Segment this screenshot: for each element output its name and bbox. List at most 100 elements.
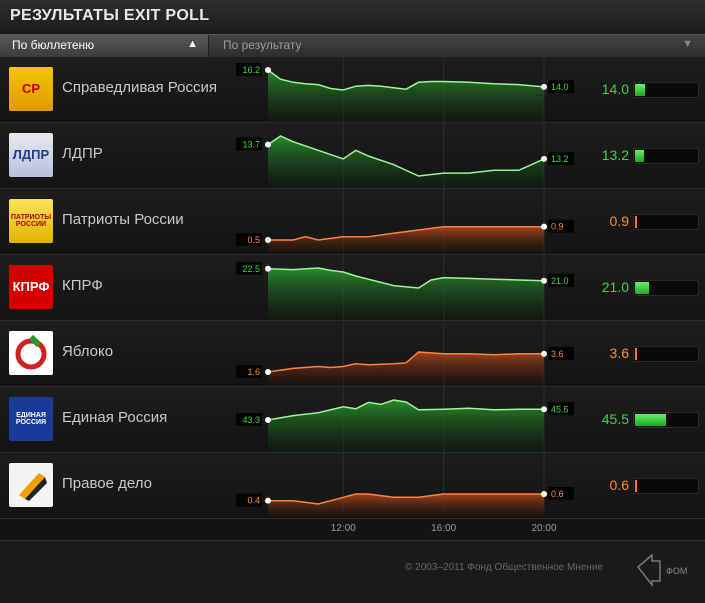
start-label: 43.3 xyxy=(242,415,260,425)
series-start-point xyxy=(265,141,271,148)
party-name: КПРФ xyxy=(62,277,103,294)
sort-by-result-button[interactable]: По результату ▼ xyxy=(209,35,705,57)
sort-up-arrow-icon: ▲ xyxy=(187,38,198,50)
start-label: 16.2 xyxy=(242,65,260,75)
end-label-box xyxy=(548,151,574,165)
start-label-box xyxy=(236,137,262,151)
x-tick-label: 20:00 xyxy=(531,523,556,534)
party-name: Патриоты России xyxy=(62,211,184,228)
series-area xyxy=(268,136,544,187)
party-name: Яблоко xyxy=(62,343,114,360)
copyright-text: © 2003–2011 Фонд Общественное Мнение xyxy=(405,562,604,573)
party-logo-text: ПАТРИОТЫ РОССИИ xyxy=(10,213,52,228)
party-share-bar xyxy=(633,148,699,164)
start-label: 1.6 xyxy=(247,367,260,377)
party-share-fill xyxy=(635,282,649,294)
series-line xyxy=(267,135,545,177)
end-label: 21.0 xyxy=(551,276,569,286)
footer: © 2003–2011 Фонд Общественное Мнение ФОМ xyxy=(0,540,705,603)
party-share-fill xyxy=(635,480,637,492)
party-share-bar xyxy=(633,412,699,428)
party-logo-text: ЛДПР xyxy=(12,147,50,163)
end-label-box xyxy=(548,402,574,416)
party-share-fill xyxy=(635,348,637,360)
header: РЕЗУЛЬТАТЫ EXIT POLL xyxy=(0,0,705,34)
start-label-box xyxy=(236,63,262,76)
party-name: Справедливая Россия xyxy=(62,79,217,96)
party-value: 0.9 xyxy=(609,213,629,229)
end-label: 0.9 xyxy=(551,222,564,232)
fom-logo-text: ФОМ xyxy=(666,566,687,576)
party-share-bar xyxy=(633,346,699,362)
series-line xyxy=(267,351,544,373)
series-end-point xyxy=(541,277,547,284)
series-line xyxy=(268,493,544,505)
party-share-bar xyxy=(633,82,699,98)
end-label-box xyxy=(548,79,574,93)
series-end-point xyxy=(541,350,547,357)
series-start-point xyxy=(265,497,271,504)
start-label-box xyxy=(236,261,262,275)
yabloko-logo xyxy=(9,331,53,375)
end-label-box xyxy=(548,487,574,500)
series-start-point xyxy=(265,265,271,272)
end-label: 0.6 xyxy=(551,489,564,499)
sr-logo: СР xyxy=(9,67,53,111)
start-label: 22.5 xyxy=(242,264,260,274)
x-tick-label: 12:00 xyxy=(331,523,356,534)
party-value: 21.0 xyxy=(601,279,629,295)
page-title: РЕЗУЛЬТАТЫ EXIT POLL xyxy=(10,7,210,24)
fom-logo-icon: ФОМ xyxy=(636,553,687,588)
party-name: Правое дело xyxy=(62,475,152,492)
series-end-point xyxy=(541,223,547,230)
series-area xyxy=(268,400,544,451)
end-label: 3.6 xyxy=(551,349,564,359)
party-share-bar xyxy=(633,280,699,296)
series-area xyxy=(268,226,544,253)
party-value: 0.6 xyxy=(609,477,629,493)
party-value: 3.6 xyxy=(609,345,629,361)
sort-by-ballot-button[interactable]: По бюллетеню ▲ xyxy=(0,35,209,57)
pravoe-delo-logo xyxy=(9,463,53,507)
end-label: 14.0 xyxy=(551,82,569,92)
party-value: 45.5 xyxy=(601,411,629,427)
series-line xyxy=(267,69,545,91)
start-label: 13.7 xyxy=(242,140,260,150)
kprf-logo: КПРФ xyxy=(9,265,53,309)
results-chart: 16.2 14.0 13.7 13.2 0.5 0.9 22.5 21.0 1.6 3.6 43.3… xyxy=(236,56,574,534)
series-line xyxy=(267,267,545,289)
start-label-box xyxy=(236,493,262,507)
party-share-bar xyxy=(633,478,699,494)
end-label-box xyxy=(548,219,574,233)
er-logo: ЕДИНАЯ РОССИЯ xyxy=(9,397,53,441)
series-end-point xyxy=(541,83,547,90)
ldpr-logo: ЛДПР xyxy=(9,133,53,177)
party-share-fill xyxy=(635,216,637,228)
end-label-box xyxy=(548,273,574,287)
end-label-box xyxy=(548,346,574,360)
sort-bar: По бюллетеню ▲ По результату ▼ xyxy=(0,34,705,58)
series-start-point xyxy=(265,417,271,423)
series-start-point xyxy=(265,67,271,73)
end-label: 45.5 xyxy=(551,404,569,414)
party-name: ЛДПР xyxy=(62,145,103,162)
sort-by-result-label: По результату xyxy=(223,38,302,52)
series-end-point xyxy=(541,406,547,413)
series-start-point xyxy=(265,237,271,243)
party-share-fill xyxy=(635,84,645,96)
party-logo-text: СР xyxy=(21,81,41,97)
start-label-box xyxy=(236,413,262,426)
start-label: 0.5 xyxy=(247,235,260,245)
party-logo-text: КПРФ xyxy=(12,279,50,295)
party-share-bar xyxy=(633,214,699,230)
x-tick-label: 16:00 xyxy=(431,523,456,534)
sort-down-arrow-icon: ▼ xyxy=(682,38,693,50)
series-end-point xyxy=(541,155,547,162)
series-line xyxy=(267,399,544,421)
party-value: 13.2 xyxy=(601,147,629,163)
party-share-fill xyxy=(635,150,644,162)
sort-by-ballot-label: По бюллетеню xyxy=(12,38,95,52)
series-line xyxy=(268,225,544,241)
series-area xyxy=(268,352,544,385)
party-share-fill xyxy=(635,414,666,426)
